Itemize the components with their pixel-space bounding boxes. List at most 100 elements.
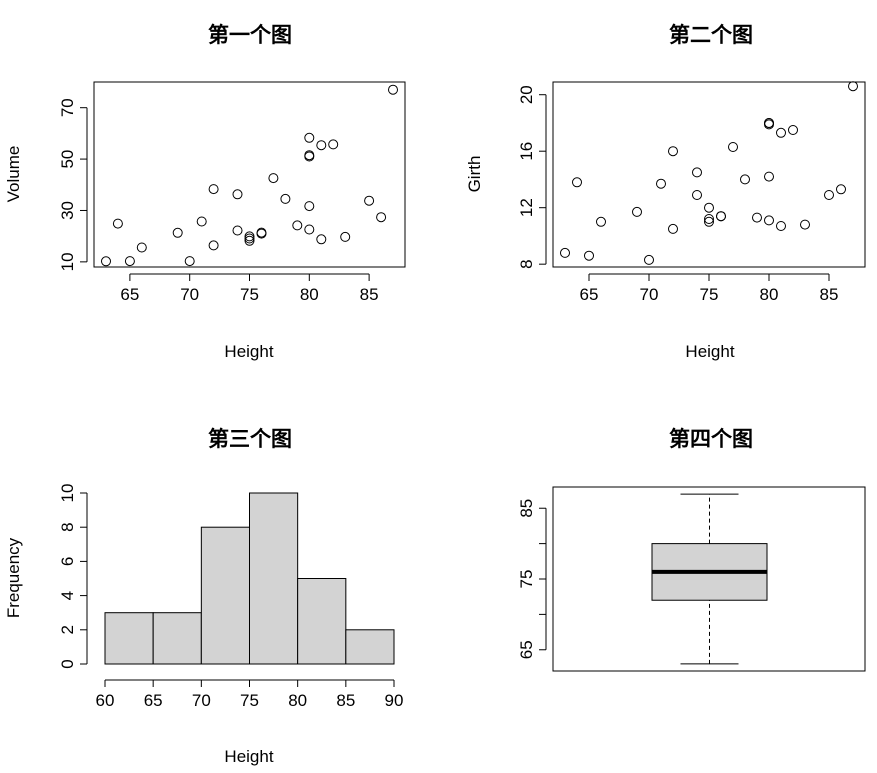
x-tick-label: 70 — [180, 285, 199, 304]
data-point — [716, 211, 726, 222]
x-tick-label: 90 — [385, 691, 404, 710]
data-point — [692, 167, 702, 178]
data-point — [328, 139, 339, 150]
x-axis-label: Height — [224, 342, 273, 361]
y-tick-label: 50 — [58, 150, 77, 169]
histogram-bar — [249, 492, 299, 665]
y-tick-label: 65 — [517, 640, 536, 659]
x-tick-label: 65 — [144, 691, 163, 710]
x-tick-label: 85 — [360, 285, 379, 304]
data-point — [572, 177, 582, 188]
x-tick-label: 65 — [580, 285, 599, 304]
data-point — [172, 227, 183, 238]
data-point — [704, 202, 714, 213]
data-point — [764, 171, 774, 182]
x-tick-label: 75 — [240, 285, 259, 304]
y-tick-label: 4 — [58, 591, 77, 600]
y-tick-label: 8 — [58, 522, 77, 531]
plot-frame — [93, 81, 406, 268]
panel-boxplot: 第四个图 65 75 85 — [517, 426, 866, 672]
x-tick-label: 75 — [240, 691, 259, 710]
chart-title: 第三个图 — [208, 426, 292, 451]
y-axis-label: Frequency — [4, 537, 23, 618]
x-tick-label: 80 — [300, 285, 319, 304]
y-tick-label: 70 — [58, 98, 77, 117]
chart-title: 第一个图 — [208, 22, 292, 47]
histogram-bar — [152, 612, 202, 665]
data-point — [704, 216, 714, 227]
y-tick-label: 16 — [517, 142, 536, 161]
data-point — [848, 81, 858, 92]
x-tick-label: 85 — [820, 285, 839, 304]
y-tick-label: 10 — [58, 484, 77, 503]
plot-frame — [552, 486, 866, 672]
y-tick-label: 85 — [517, 499, 536, 518]
x-tick-label: 60 — [96, 691, 115, 710]
data-point — [232, 189, 243, 200]
data-point — [340, 231, 351, 242]
data-point — [244, 233, 255, 244]
histogram-bar — [200, 526, 250, 665]
data-point — [376, 212, 387, 223]
data-point — [112, 218, 123, 229]
x-tick-label: 70 — [192, 691, 211, 710]
data-point — [196, 216, 207, 227]
data-point — [764, 215, 774, 226]
panel-histogram: 第三个图 Height Frequency 60 65 70 75 80 85 90 0 2 4 6… — [4, 426, 403, 766]
x-axis-label: Height — [224, 747, 273, 766]
data-point — [644, 254, 654, 265]
y-tick-label: 10 — [58, 252, 77, 271]
plot-frame — [552, 81, 866, 268]
data-point — [256, 227, 267, 238]
data-point — [124, 256, 135, 267]
data-point — [304, 201, 315, 212]
data-point — [776, 221, 786, 231]
data-point — [388, 84, 398, 95]
y-tick-label: 2 — [58, 625, 77, 634]
data-point — [596, 216, 606, 227]
data-point — [692, 190, 702, 200]
y-tick-label: 0 — [58, 659, 77, 668]
y-tick-label: 8 — [517, 259, 536, 268]
data-point — [704, 214, 714, 224]
data-point — [304, 132, 315, 143]
histogram-bar — [345, 629, 395, 665]
data-point — [136, 242, 147, 253]
data-point — [364, 195, 375, 206]
x-axis-label: Height — [685, 342, 734, 361]
chart-title: 第四个图 — [669, 426, 753, 451]
data-point — [292, 220, 303, 231]
y-axis-label: Volume — [4, 146, 23, 203]
data-point — [184, 256, 195, 267]
data-point — [752, 212, 762, 223]
data-point — [208, 240, 219, 251]
data-point — [316, 140, 327, 151]
data-point — [632, 206, 642, 217]
y-axis-label: Girth — [465, 156, 484, 193]
x-tick-label: 85 — [336, 691, 355, 710]
data-point — [268, 173, 279, 184]
data-point — [764, 118, 774, 128]
data-point — [244, 235, 255, 246]
histogram-bar — [104, 612, 154, 665]
y-tick-label: 30 — [58, 201, 77, 220]
data-point — [304, 151, 315, 162]
y-tick-label: 75 — [517, 570, 536, 589]
data-point — [304, 224, 315, 235]
panel-scatter-volume: 第一个图 Height Volume 65 70 75 80 85 10 30 50 70 — [4, 22, 406, 361]
data-point — [101, 256, 111, 267]
x-tick-label: 70 — [640, 285, 659, 304]
data-point — [740, 174, 750, 185]
data-point — [668, 223, 678, 234]
data-point — [208, 184, 219, 195]
y-tick-label: 20 — [517, 85, 536, 104]
x-tick-label: 65 — [120, 285, 139, 304]
data-point — [560, 247, 570, 258]
data-point — [584, 250, 594, 261]
data-point — [824, 190, 834, 200]
x-tick-label: 75 — [700, 285, 719, 304]
y-tick-label: 6 — [58, 557, 77, 566]
data-point — [836, 184, 846, 195]
data-point — [280, 193, 291, 204]
